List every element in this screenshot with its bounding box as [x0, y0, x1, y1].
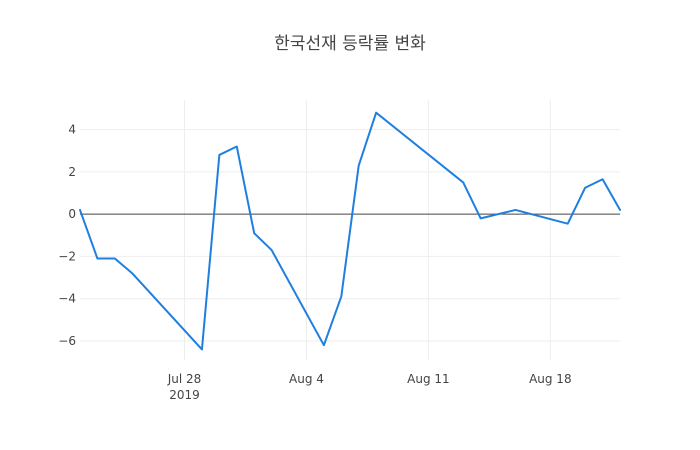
data-point[interactable] [600, 176, 606, 182]
data-point[interactable] [269, 247, 275, 253]
grid [80, 100, 620, 360]
x-tick-label: Aug 4 [289, 372, 324, 386]
data-point[interactable] [199, 346, 205, 352]
y-tick-label: −2 [58, 249, 76, 263]
y-tick-label: −4 [58, 292, 76, 306]
data-point[interactable] [478, 215, 484, 221]
data-point[interactable] [582, 185, 588, 191]
y-tick-label: 0 [68, 207, 76, 221]
chart-title: 한국선재 등락률 변화 [274, 34, 426, 54]
data-point[interactable] [321, 342, 327, 348]
y-tick-label: 4 [68, 123, 76, 137]
data-point[interactable] [216, 152, 222, 158]
data-point[interactable] [112, 256, 118, 262]
data-point[interactable] [512, 207, 518, 213]
y-axis: 4 2 0 −2 −4 −6 [58, 123, 76, 348]
y-tick-label: −6 [58, 334, 76, 348]
x-tick-year-label: 2019 [169, 388, 200, 402]
data-point[interactable] [356, 163, 362, 169]
x-tick-label: Aug 11 [407, 372, 450, 386]
series-line [79, 111, 621, 351]
series-group [77, 110, 623, 352]
data-point[interactable] [129, 270, 135, 276]
data-point[interactable] [338, 294, 344, 300]
data-point[interactable] [77, 207, 83, 213]
data-point[interactable] [617, 207, 623, 213]
y-tick-label: 2 [68, 165, 76, 179]
data-point[interactable] [565, 221, 571, 227]
data-point[interactable] [234, 144, 240, 150]
data-point[interactable] [373, 110, 379, 116]
x-tick-label: Aug 18 [529, 372, 572, 386]
data-point[interactable] [251, 230, 257, 236]
x-axis: Jul 28 2019 Aug 4 Aug 11 Aug 18 [167, 372, 572, 402]
x-tick-label: Jul 28 [167, 372, 202, 386]
data-point[interactable] [94, 256, 100, 262]
data-point[interactable] [460, 179, 466, 185]
